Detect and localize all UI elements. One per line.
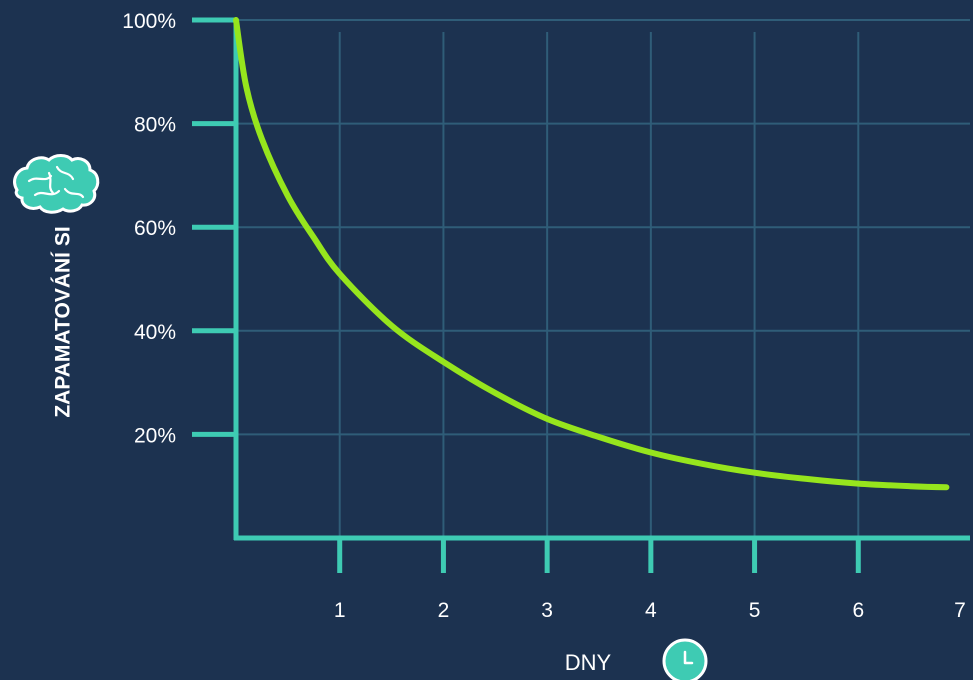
x-tick-label-5: 5: [749, 599, 761, 622]
tick-labels: 1 2 3 4 5 6 7 20% 40% 60% 80% 100%: [122, 10, 966, 622]
clock-icon: [662, 638, 708, 680]
x-tick-label-6: 6: [852, 599, 864, 622]
x-tick-label-7: 7: [954, 599, 966, 622]
x-tick-label-1: 1: [334, 599, 346, 622]
y-tick-label-40: 40%: [134, 321, 176, 344]
y-axis-title: ZAPAMATOVÁNÍ SI: [52, 226, 75, 417]
y-tick-label-100: 100%: [122, 10, 176, 33]
y-tick-label-20: 20%: [134, 424, 176, 447]
y-tick-label-60: 60%: [134, 217, 176, 240]
x-tick-label-2: 2: [438, 599, 450, 622]
x-tick-label-3: 3: [541, 599, 553, 622]
x-axis-title: DNY: [565, 650, 612, 675]
y-tick-label-80: 80%: [134, 114, 176, 137]
axes: [192, 17, 970, 573]
grid: [236, 19, 970, 538]
x-tick-label-4: 4: [645, 599, 657, 622]
forgetting-curve-line: [233, 17, 950, 491]
brain-icon: [13, 154, 100, 214]
